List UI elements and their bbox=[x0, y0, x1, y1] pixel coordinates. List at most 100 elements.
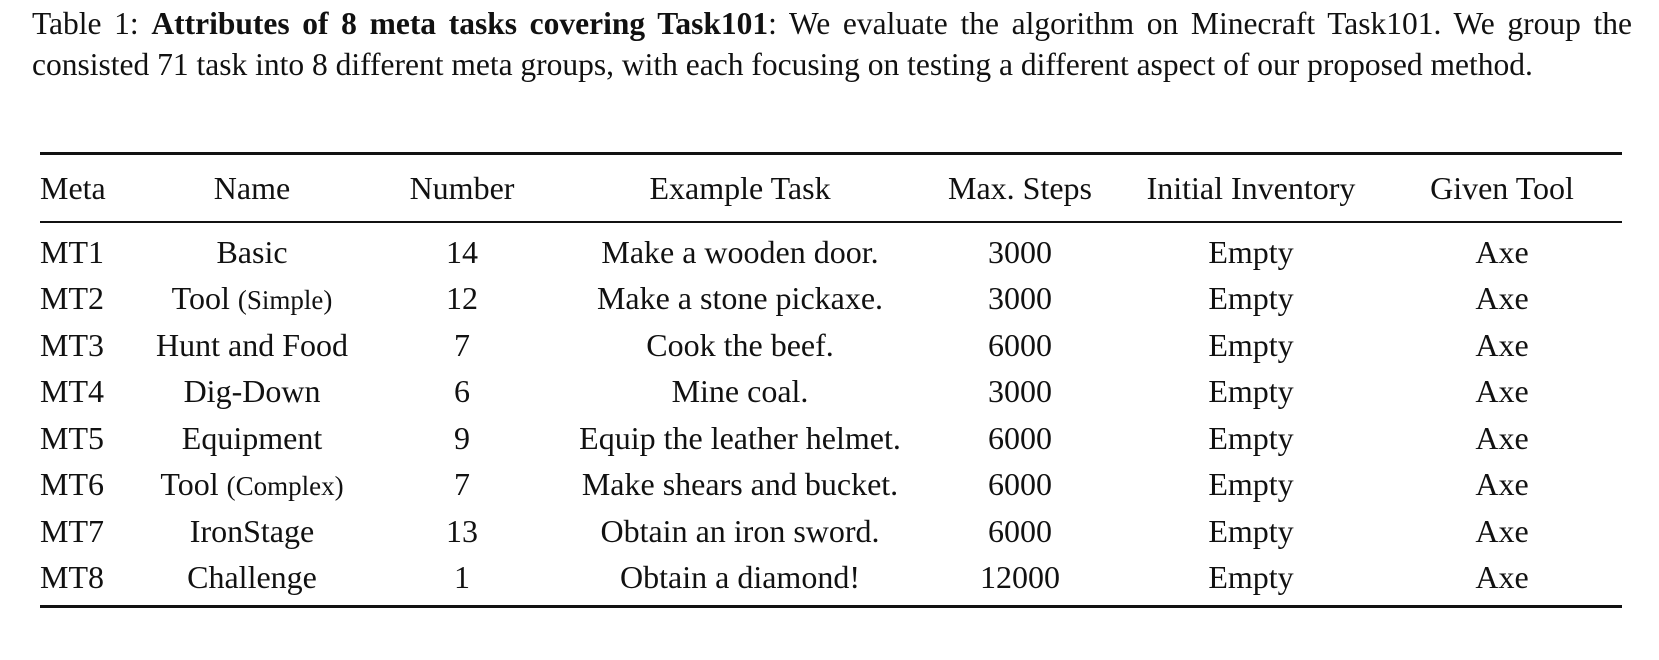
cell-name: Dig-Down bbox=[140, 369, 364, 416]
cell-example-task: Obtain a diamond! bbox=[560, 554, 920, 608]
cell-max-steps-text: 6000 bbox=[988, 326, 1052, 363]
header-row: Meta Name Number Example Task Max. Steps… bbox=[40, 153, 1622, 223]
data-table: Meta Name Number Example Task Max. Steps… bbox=[40, 152, 1622, 608]
caption-text: : We evaluate the algorithm on Minecraft… bbox=[32, 6, 1632, 82]
cell-name-text: Tool bbox=[160, 466, 219, 503]
cell-number-text: 1 bbox=[454, 559, 470, 596]
cell-max-steps: 12000 bbox=[920, 554, 1120, 608]
cell-meta-text: MT4 bbox=[40, 373, 104, 410]
cell-meta-text: MT3 bbox=[40, 326, 104, 363]
cell-number: 13 bbox=[364, 508, 560, 555]
cell-initial-inventory: Empty bbox=[1120, 276, 1382, 323]
cell-number: 7 bbox=[364, 462, 560, 509]
cell-max-steps: 3000 bbox=[920, 369, 1120, 416]
cell-example-task: Obtain an iron sword. bbox=[560, 508, 920, 555]
cell-given-tool-text: Axe bbox=[1475, 512, 1529, 549]
cell-name: Tool (Simple) bbox=[140, 276, 364, 323]
cell-initial-inventory-text: Empty bbox=[1208, 280, 1294, 317]
table-row: MT5 Equipment 9 Equip the leather helmet. 60… bbox=[40, 415, 1622, 462]
cell-max-steps-text: 3000 bbox=[988, 373, 1052, 410]
cell-example-task: Make a wooden door. bbox=[560, 222, 920, 276]
cell-number-text: 13 bbox=[446, 512, 478, 549]
cell-name: IronStage bbox=[140, 508, 364, 555]
cell-name-text: Hunt and Food bbox=[156, 326, 348, 363]
cell-meta-text: MT8 bbox=[40, 559, 104, 596]
cell-given-tool-text: Axe bbox=[1475, 373, 1529, 410]
cell-initial-inventory: Empty bbox=[1120, 222, 1382, 276]
cell-initial-inventory-text: Empty bbox=[1208, 373, 1294, 410]
cell-max-steps-text: 6000 bbox=[988, 419, 1052, 456]
cell-max-steps: 3000 bbox=[920, 222, 1120, 276]
cell-example-task: Mine coal. bbox=[560, 369, 920, 416]
cell-max-steps-text: 3000 bbox=[988, 233, 1052, 270]
cell-example-task-text: Obtain an iron sword. bbox=[600, 512, 880, 549]
cell-number: 7 bbox=[364, 322, 560, 369]
cell-given-tool-text: Axe bbox=[1475, 466, 1529, 503]
cell-given-tool-text: Axe bbox=[1475, 233, 1529, 270]
cell-max-steps-text: 6000 bbox=[988, 512, 1052, 549]
cell-name-text: Basic bbox=[216, 233, 288, 270]
cell-example-task-text: Make shears and bucket. bbox=[581, 466, 899, 503]
cell-name-qualifier: (Simple) bbox=[237, 285, 333, 316]
cell-initial-inventory: Empty bbox=[1120, 415, 1382, 462]
cell-meta-text: MT5 bbox=[40, 419, 104, 456]
cell-name: Hunt and Food bbox=[140, 322, 364, 369]
cell-given-tool: Axe bbox=[1382, 322, 1622, 369]
cell-initial-inventory: Empty bbox=[1120, 462, 1382, 509]
cell-name: Challenge bbox=[140, 554, 364, 608]
cell-meta: MT8 bbox=[40, 554, 140, 608]
caption-label: Table 1: bbox=[32, 6, 152, 41]
cell-number-text: 9 bbox=[454, 419, 470, 456]
header-initial-inventory: Initial Inventory bbox=[1120, 153, 1382, 223]
cell-max-steps-text: 12000 bbox=[980, 559, 1060, 596]
table-row: MT2 Tool (Simple) 12 Make a stone pickaxe. 3… bbox=[40, 276, 1622, 323]
cell-number: 6 bbox=[364, 369, 560, 416]
cell-initial-inventory-text: Empty bbox=[1208, 559, 1294, 596]
cell-name-text: Equipment bbox=[181, 419, 323, 456]
cell-max-steps: 6000 bbox=[920, 508, 1120, 555]
cell-given-tool: Axe bbox=[1382, 554, 1622, 608]
cell-name-qualifier: (Complex) bbox=[226, 471, 344, 502]
cell-max-steps: 6000 bbox=[920, 462, 1120, 509]
cell-max-steps-text: 3000 bbox=[988, 280, 1052, 317]
cell-name: Equipment bbox=[140, 415, 364, 462]
cell-example-task-text: Make a stone pickaxe. bbox=[596, 280, 884, 317]
cell-max-steps-text: 6000 bbox=[988, 466, 1052, 503]
cell-number: 1 bbox=[364, 554, 560, 608]
cell-number: 9 bbox=[364, 415, 560, 462]
cell-example-task-text: Mine coal. bbox=[671, 373, 809, 410]
header-example-task: Example Task bbox=[560, 153, 920, 223]
table-caption: Table 1: Attributes of 8 meta tasks cove… bbox=[32, 4, 1632, 85]
cell-max-steps: 3000 bbox=[920, 276, 1120, 323]
cell-given-tool: Axe bbox=[1382, 369, 1622, 416]
cell-meta: MT6 bbox=[40, 462, 140, 509]
cell-meta-text: MT2 bbox=[40, 280, 104, 317]
cell-initial-inventory-text: Empty bbox=[1208, 419, 1294, 456]
cell-meta: MT3 bbox=[40, 322, 140, 369]
cell-meta: MT7 bbox=[40, 508, 140, 555]
cell-given-tool: Axe bbox=[1382, 508, 1622, 555]
cell-number-text: 7 bbox=[454, 466, 470, 503]
table-row: MT1 Basic 14 Make a wooden door. 3000 Empty Ax… bbox=[40, 222, 1622, 276]
cell-name-text: Tool bbox=[171, 280, 230, 317]
header-given-tool: Given Tool bbox=[1382, 153, 1622, 223]
cell-example-task-text: Make a wooden door. bbox=[601, 233, 879, 270]
cell-initial-inventory: Empty bbox=[1120, 322, 1382, 369]
table-body: MT1 Basic 14 Make a wooden door. 3000 Empty Ax… bbox=[40, 222, 1622, 608]
cell-meta: MT5 bbox=[40, 415, 140, 462]
cell-meta-text: MT6 bbox=[40, 466, 104, 503]
cell-initial-inventory: Empty bbox=[1120, 369, 1382, 416]
table-row: MT3 Hunt and Food 7 Cook the beef. 6000 Empty… bbox=[40, 322, 1622, 369]
header-number: Number bbox=[364, 153, 560, 223]
cell-example-task-text: Obtain a diamond! bbox=[620, 559, 860, 596]
cell-max-steps: 6000 bbox=[920, 415, 1120, 462]
cell-number: 12 bbox=[364, 276, 560, 323]
cell-initial-inventory-text: Empty bbox=[1208, 326, 1294, 363]
header-name: Name bbox=[140, 153, 364, 223]
cell-number: 14 bbox=[364, 222, 560, 276]
cell-initial-inventory-text: Empty bbox=[1208, 466, 1294, 503]
cell-meta: MT2 bbox=[40, 276, 140, 323]
cell-example-task: Equip the leather helmet. bbox=[560, 415, 920, 462]
cell-example-task: Cook the beef. bbox=[560, 322, 920, 369]
cell-given-tool: Axe bbox=[1382, 415, 1622, 462]
